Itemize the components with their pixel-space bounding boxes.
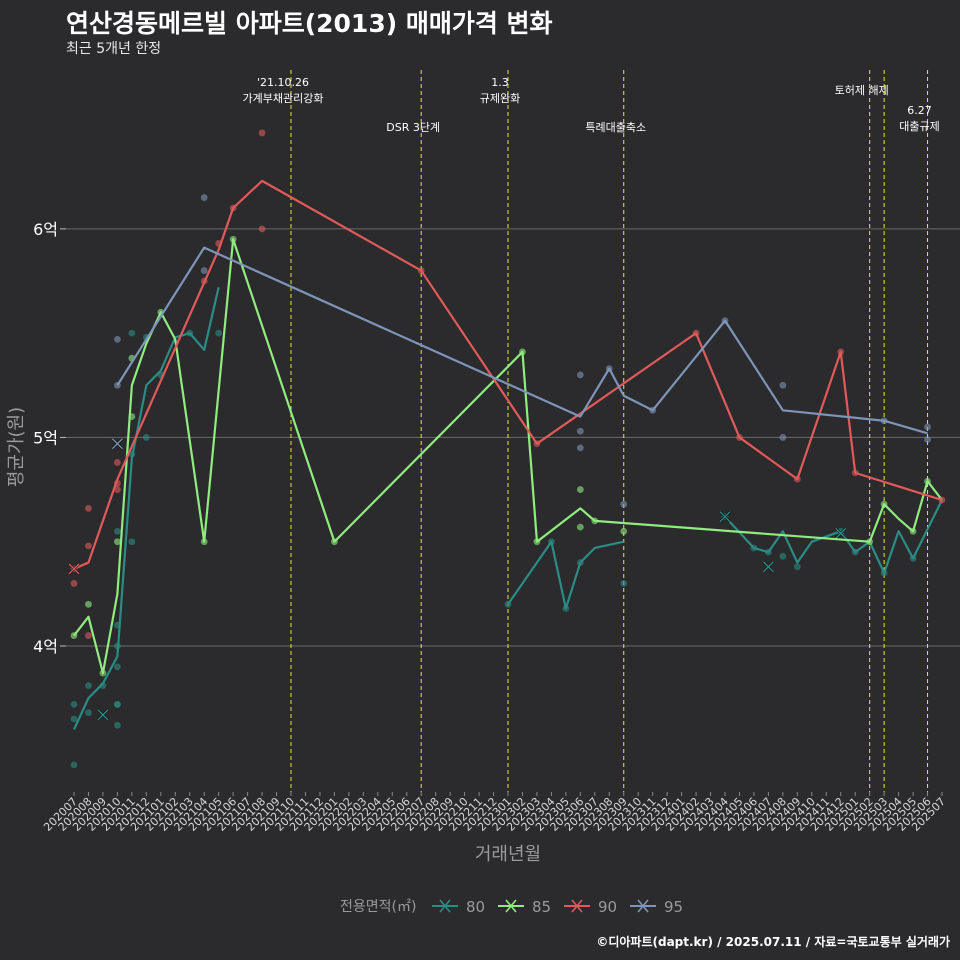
data-point-95: [114, 336, 121, 343]
data-point-95: [576, 444, 584, 452]
data-point-95: [200, 267, 208, 274]
data-point-95: [576, 427, 584, 435]
legend-label-85: 85: [532, 898, 551, 916]
series-line-90: [73, 179, 943, 570]
data-point-80: [128, 538, 136, 546]
data-point-80: [128, 329, 136, 337]
data-point-90: [85, 504, 92, 512]
data-point-95: [779, 381, 787, 389]
series-line-85: [73, 238, 943, 675]
y-tick-label: 4억: [33, 637, 58, 656]
source-caption: ©디아파트(dapt.kr) / 2025.07.11 / 자료=국토교통부 실…: [596, 935, 950, 949]
event-label: 1.3 규제완화: [480, 76, 520, 105]
data-point-80: [779, 552, 787, 560]
chart-subtitle: 최근 5개년 한정: [66, 41, 162, 57]
data-point-80: [114, 701, 121, 708]
series-line-80: [724, 499, 943, 575]
legend-title: 전용면적(㎡): [340, 899, 416, 915]
data-point-80: [114, 721, 121, 729]
data-point-85: [576, 523, 584, 531]
event-label: 토허제 해제: [835, 83, 889, 97]
legend-label-90: 90: [598, 898, 617, 916]
event-label: 6.27 대출규제: [899, 104, 939, 133]
data-point-85: [576, 486, 584, 493]
data-point-80: [70, 701, 78, 708]
event-label: DSR 3단계: [386, 121, 440, 134]
data-point-80: [114, 663, 121, 671]
data-point-95: [200, 194, 208, 201]
x-axis-label: 거래년월: [475, 844, 541, 865]
data-point-85: [620, 527, 628, 535]
legend-swatch-cross-90: [571, 899, 583, 913]
data-point-80: [793, 563, 801, 571]
data-point-80: [142, 434, 150, 441]
data-point-85: [85, 600, 92, 608]
legend-swatch-cross-85: [505, 899, 517, 913]
data-point-95: [924, 423, 931, 431]
cross-marker-80: [835, 527, 847, 539]
data-point-80: [215, 329, 223, 337]
legend-swatch-cross-80: [439, 899, 451, 913]
data-point-80: [85, 682, 92, 690]
data-point-90: [85, 542, 92, 550]
data-point-90: [85, 632, 92, 639]
legend-swatch-cross-95: [637, 899, 649, 913]
data-point-80: [70, 715, 78, 723]
series-line-80: [73, 287, 220, 730]
data-point-85: [114, 538, 121, 546]
series-line-95: [116, 246, 928, 435]
series-line-80: [507, 540, 624, 610]
data-point-80: [85, 709, 92, 717]
event-label: '21.10.26 가계부채관리강화: [243, 76, 324, 105]
cross-marker-90: [68, 563, 80, 575]
y-tick-label: 5억: [33, 428, 58, 447]
data-point-90: [258, 129, 266, 137]
cross-marker-80: [719, 511, 731, 523]
data-point-95: [576, 371, 584, 379]
cross-marker-80: [97, 709, 109, 721]
data-point-90: [114, 486, 121, 493]
data-point-95: [779, 434, 787, 441]
legend-label-95: 95: [664, 898, 683, 916]
data-point-80: [70, 761, 78, 769]
chart-title: 연산경동메르빌 아파트(2013) 매매가격 변화: [66, 9, 553, 38]
data-point-80: [114, 527, 121, 535]
cross-marker-95: [111, 438, 123, 450]
data-point-95: [620, 500, 628, 508]
legend-label-80: 80: [466, 898, 485, 916]
data-point-90: [258, 225, 266, 233]
event-label: 특례대출축소: [585, 121, 646, 134]
data-point-80: [620, 580, 628, 587]
data-point-90: [114, 459, 121, 466]
data-point-90: [70, 580, 78, 587]
y-tick-label: 6억: [33, 220, 58, 239]
cross-marker-80: [762, 561, 774, 573]
y-axis-label: 평균가(원): [6, 407, 27, 487]
data-point-95: [924, 436, 931, 443]
